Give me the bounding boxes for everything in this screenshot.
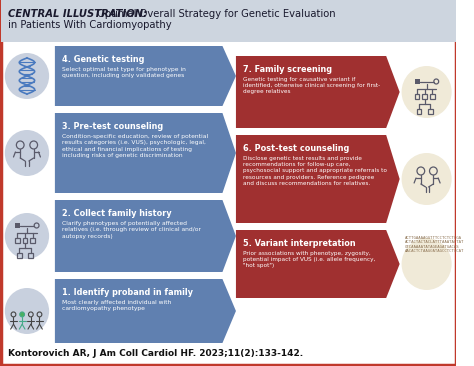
Circle shape (401, 238, 452, 290)
Text: Optimal Overall Strategy for Genetic Evaluation: Optimal Overall Strategy for Genetic Eva… (94, 9, 335, 19)
Text: 3. Pre-test counseling: 3. Pre-test counseling (62, 122, 163, 131)
Polygon shape (55, 279, 236, 343)
Text: Prior associations with phenotype, zygosity,
potential impact of VUS (i.e. allel: Prior associations with phenotype, zygos… (243, 251, 375, 268)
Circle shape (20, 312, 25, 317)
Circle shape (5, 53, 49, 99)
Circle shape (5, 288, 49, 334)
FancyBboxPatch shape (1, 0, 456, 42)
FancyBboxPatch shape (1, 1, 456, 365)
Text: CENTRAL ILLUSTRATION:: CENTRAL ILLUSTRATION: (8, 9, 147, 19)
Text: 5. Variant interpretation: 5. Variant interpretation (243, 239, 356, 248)
Polygon shape (236, 56, 400, 128)
Text: Select optimal test type for phenotype in
question, including only validated gen: Select optimal test type for phenotype i… (62, 67, 185, 78)
Text: in Patients With Cardiomyopathy: in Patients With Cardiomyopathy (8, 20, 171, 30)
Text: Genetic testing for causative variant if
identified, otherwise clinical screenin: Genetic testing for causative variant if… (243, 77, 380, 94)
Polygon shape (236, 135, 400, 223)
Text: Disclose genetic test results and provide
recommendations for follow-up care,
ps: Disclose genetic test results and provid… (243, 156, 387, 186)
Circle shape (5, 213, 49, 259)
Text: 1. Identify proband in family: 1. Identify proband in family (62, 288, 192, 297)
Text: 6. Post-test counseling: 6. Post-test counseling (243, 144, 349, 153)
Text: 7. Family screening: 7. Family screening (243, 65, 332, 74)
Circle shape (401, 153, 452, 205)
Text: Kontorovich AR, J Am Coll Cardiol HF. 2023;11(2):133-142.: Kontorovich AR, J Am Coll Cardiol HF. 20… (8, 349, 303, 358)
Text: Most clearly affected individual with
cardiomyopathy phenotype: Most clearly affected individual with ca… (62, 300, 171, 311)
FancyBboxPatch shape (415, 79, 420, 84)
FancyBboxPatch shape (16, 223, 20, 228)
Polygon shape (236, 230, 400, 298)
Circle shape (401, 66, 452, 118)
Text: Clarify phenotypes of potentially affected
relatives (i.e. through review of cli: Clarify phenotypes of potentially affect… (62, 221, 201, 239)
Polygon shape (55, 200, 236, 272)
Text: 2. Collect family history: 2. Collect family history (62, 209, 171, 218)
Text: 4. Genetic testing: 4. Genetic testing (62, 55, 144, 64)
Text: ACTTGAAAAGGTTTCCTCTCTCGA
ACTACTACTACLATTTAAATACTAT
GTCAAAAATATAGEAGATGACAS
AACAC: ACTTGAAAAGGTTTCCTCTCTCGA ACTACTACTACLATT… (404, 236, 464, 253)
Polygon shape (55, 46, 236, 106)
Polygon shape (55, 113, 236, 193)
Text: Condition-specific education, review of potential
results categories (i.e. VUS),: Condition-specific education, review of … (62, 134, 208, 158)
Circle shape (5, 130, 49, 176)
